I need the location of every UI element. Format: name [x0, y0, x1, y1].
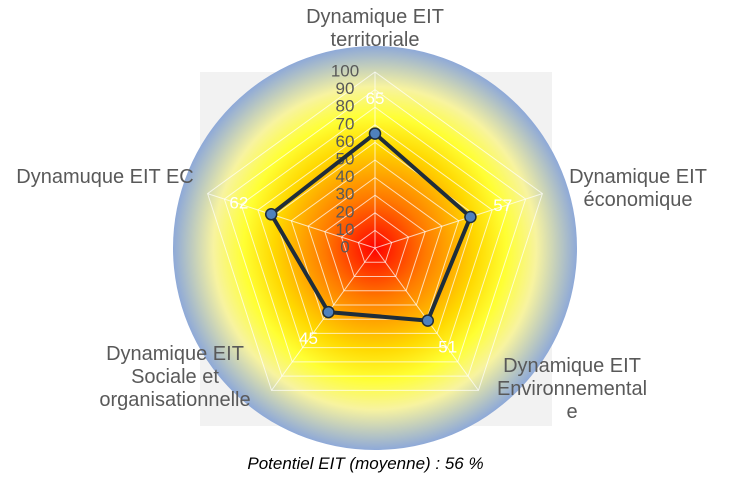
value-label: 51	[438, 338, 457, 357]
value-label: 62	[229, 193, 248, 212]
r-tick-label: 90	[336, 79, 355, 98]
grid-ring	[307, 176, 443, 306]
r-tick-label: 30	[336, 185, 355, 204]
series-line	[269, 131, 473, 323]
value-label: 57	[493, 196, 512, 215]
axis-spoke	[271, 247, 376, 391]
grid-ring	[223, 88, 527, 377]
subtitle: Potentiel EIT (moyenne) : 56 %	[247, 454, 484, 473]
marker	[464, 210, 477, 224]
grid-ring	[357, 229, 393, 263]
grid-ring	[257, 124, 493, 349]
r-tick-label: 20	[336, 202, 355, 221]
axis-spoke	[207, 193, 376, 249]
category-label: Dynamuque EIT EC	[16, 166, 194, 188]
marker	[368, 127, 382, 140]
r-tick-label: 10	[336, 220, 355, 239]
category-label: Dynamique EIT Environnementale	[496, 355, 648, 423]
grid-ring	[324, 194, 426, 292]
category-label: Dynamique EIT territoriale	[306, 6, 444, 51]
category-label: Dynamique EIT économique	[569, 166, 707, 211]
category-label: Dynamique EIT Sociale et organisationnel…	[99, 343, 251, 411]
grid-ring	[290, 159, 460, 320]
marker	[264, 208, 278, 221]
r-tick-label: 70	[336, 114, 355, 133]
marker	[421, 314, 435, 327]
grid-ring	[273, 141, 477, 334]
value-label: 45	[299, 329, 318, 348]
axis-spoke	[374, 193, 543, 249]
value-label: 65	[366, 89, 385, 108]
grid-ring	[340, 212, 410, 277]
r-tick-label: 60	[336, 132, 355, 151]
grid-ring	[240, 106, 510, 363]
r-tick-label: 100	[331, 61, 359, 80]
r-tick-label: 80	[336, 97, 355, 116]
marker	[322, 305, 335, 319]
r-tick-label: 40	[336, 167, 355, 186]
grid-ring	[207, 71, 543, 391]
r-tick-label: 0	[340, 237, 349, 256]
